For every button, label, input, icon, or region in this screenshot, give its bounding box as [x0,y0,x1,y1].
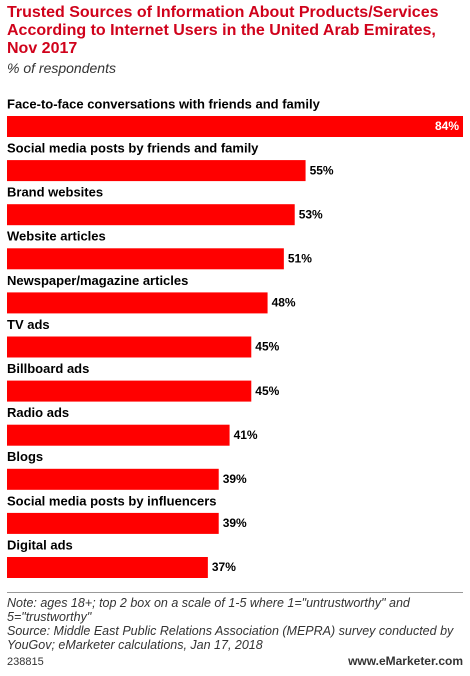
value-label: 39% [223,516,247,530]
category-label: Digital ads [7,537,73,552]
note: Note: ages 18+; top 2 box on a scale of … [7,596,410,624]
value-label: 84% [435,119,459,133]
bar [7,292,268,314]
bar [7,557,208,578]
category-label: Social media posts by friends and family [7,141,259,156]
category-label: Radio ads [7,405,69,420]
value-label: 37% [212,560,236,574]
value-label: 51% [288,251,312,265]
category-label: Newspaper/magazine articles [7,273,188,288]
category-label: Website articles [7,229,106,244]
bar [7,512,219,534]
chart: Face-to-face conversations with friends … [7,96,463,578]
category-label: Face-to-face conversations with friends … [7,96,321,111]
category-label: Blogs [7,449,43,464]
value-label: 45% [255,340,279,354]
chart-title: Trusted Sources of Information About Pro… [7,4,439,57]
value-label: 39% [223,472,247,486]
value-label: 55% [310,163,334,177]
bar [7,468,219,490]
chart-id: 238815 [7,656,44,668]
bar [7,204,295,226]
bar [7,248,284,270]
value-label: 45% [255,384,279,398]
bar [7,160,306,182]
divider [7,592,463,593]
bar [7,116,463,137]
logo: www.eMarketer.com [348,654,463,668]
value-label: 53% [299,207,323,221]
bar [7,424,230,446]
value-label: 41% [234,428,258,442]
value-label: 48% [272,296,296,310]
category-label: Brand websites [7,185,103,200]
bar [7,336,252,358]
category-label: TV ads [7,317,50,332]
chart-subtitle: % of respondents [7,60,116,76]
category-label: Social media posts by influencers [7,493,217,508]
bar [7,380,252,402]
source: Source: Middle East Public Relations Ass… [7,624,454,652]
category-label: Billboard ads [7,361,89,376]
